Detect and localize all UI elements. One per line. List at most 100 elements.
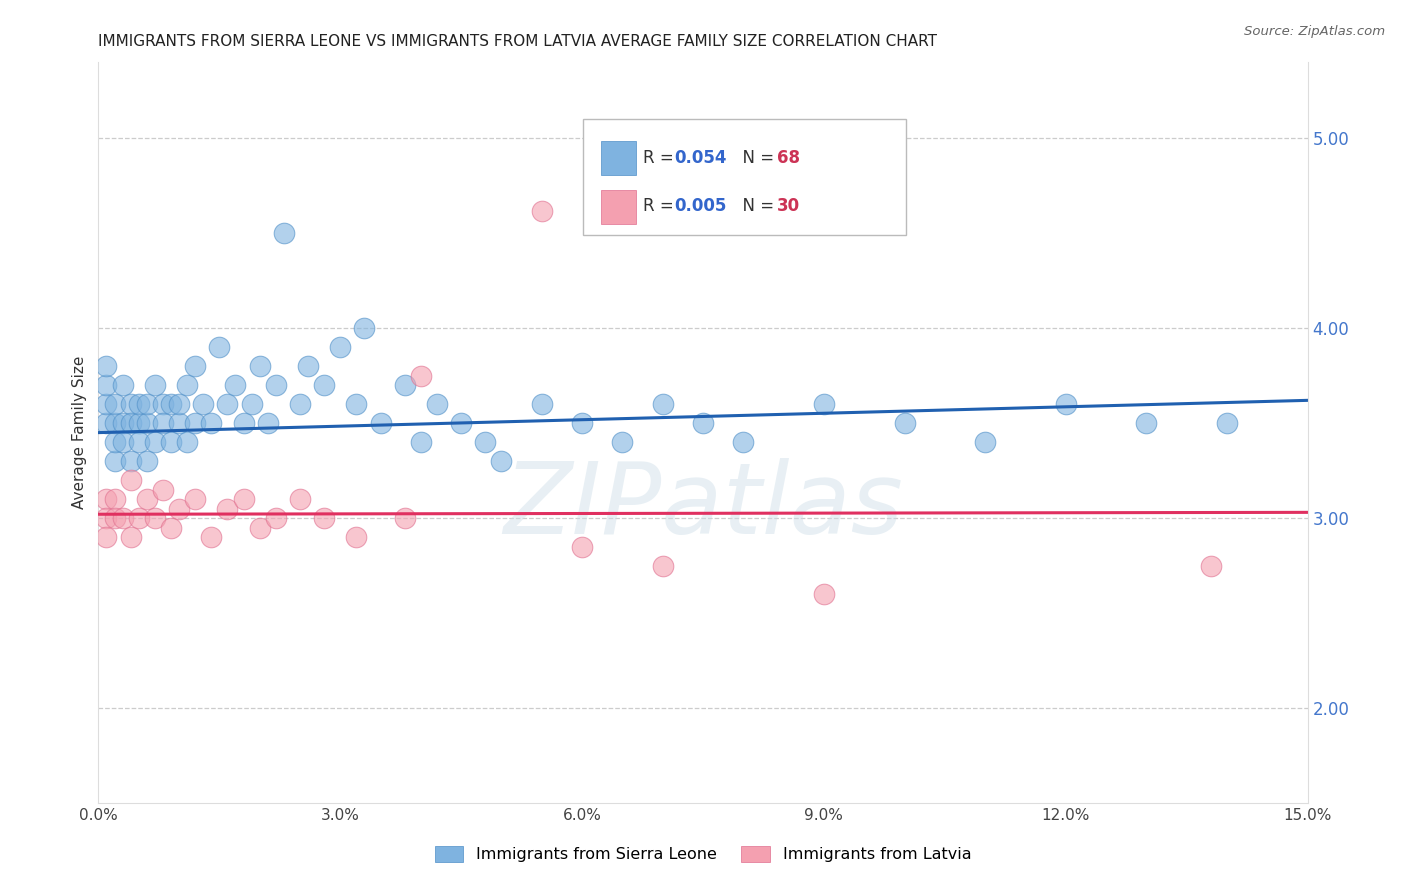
Point [128,397,150,411]
Point [152,416,174,430]
Point [288,491,311,506]
Point [1054,397,1077,411]
Point [813,397,835,411]
Point [353,321,375,335]
Point [103,511,125,525]
Point [103,454,125,468]
Point [394,511,416,525]
Point [329,340,352,354]
Point [111,511,134,525]
Text: IMMIGRANTS FROM SIERRA LEONE VS IMMIGRANTS FROM LATVIA AVERAGE FAMILY SIZE CORRE: IMMIGRANTS FROM SIERRA LEONE VS IMMIGRAN… [98,34,938,49]
Point [120,397,142,411]
Point [297,359,319,374]
Point [135,491,157,506]
Point [193,397,215,411]
Point [813,587,835,601]
Point [128,435,150,450]
Point [530,397,553,411]
Point [314,511,336,525]
Point [167,416,190,430]
Point [249,520,271,534]
Point [167,501,190,516]
Point [135,454,157,468]
Point [128,416,150,430]
Point [96,530,118,544]
Point [409,435,432,450]
Point [143,378,166,392]
Point [264,511,287,525]
Text: 30: 30 [776,197,800,215]
Point [256,416,278,430]
Point [103,435,125,450]
Point [651,397,673,411]
Point [240,397,263,411]
Point [128,511,150,525]
Point [96,378,118,392]
Point [426,397,449,411]
Text: ZIPatlas: ZIPatlas [503,458,903,555]
Point [103,397,125,411]
Point [314,378,336,392]
Text: Source: ZipAtlas.com: Source: ZipAtlas.com [1244,25,1385,38]
Point [120,454,142,468]
Point [1199,558,1222,573]
Point [135,397,157,411]
Point [184,491,207,506]
Point [160,397,183,411]
Point [409,368,432,383]
Point [152,483,174,497]
Point [612,435,634,450]
Point [893,416,915,430]
Point [692,416,714,430]
Point [288,397,311,411]
Point [143,511,166,525]
Point [135,416,157,430]
Point [249,359,271,374]
Point [167,397,190,411]
Point [571,540,593,554]
Point [217,397,239,411]
Point [200,530,222,544]
Point [974,435,997,450]
Point [200,416,222,430]
Text: N =: N = [731,197,779,215]
Point [160,435,183,450]
Point [1216,416,1239,430]
Point [370,416,392,430]
Point [530,203,553,218]
Point [152,397,174,411]
Point [344,530,367,544]
Point [111,416,134,430]
Point [184,416,207,430]
Point [111,378,134,392]
Point [273,227,295,241]
Text: 0.005: 0.005 [675,197,727,215]
Legend: Immigrants from Sierra Leone, Immigrants from Latvia: Immigrants from Sierra Leone, Immigrants… [429,840,977,869]
Point [120,416,142,430]
Point [394,378,416,392]
Point [344,397,367,411]
Point [474,435,496,450]
Text: R =: R = [644,197,679,215]
Point [96,416,118,430]
Point [160,520,183,534]
Point [96,511,118,525]
Point [232,416,254,430]
Point [176,378,198,392]
Point [217,501,239,516]
Point [184,359,207,374]
Point [111,435,134,450]
Point [96,491,118,506]
Point [571,416,593,430]
Text: 0.054: 0.054 [675,149,727,167]
Point [96,397,118,411]
Text: R =: R = [644,149,679,167]
Text: 68: 68 [776,149,800,167]
Point [143,435,166,450]
Point [264,378,287,392]
Y-axis label: Average Family Size: Average Family Size [72,356,87,509]
Text: N =: N = [731,149,779,167]
Point [733,435,755,450]
Point [120,530,142,544]
Point [176,435,198,450]
